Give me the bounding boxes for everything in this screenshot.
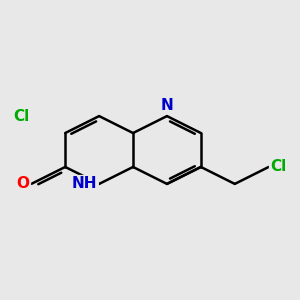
Text: N: N xyxy=(160,98,173,113)
Text: Cl: Cl xyxy=(14,109,30,124)
Text: NH: NH xyxy=(72,176,98,191)
Text: Cl: Cl xyxy=(270,160,286,175)
Text: O: O xyxy=(16,176,30,191)
